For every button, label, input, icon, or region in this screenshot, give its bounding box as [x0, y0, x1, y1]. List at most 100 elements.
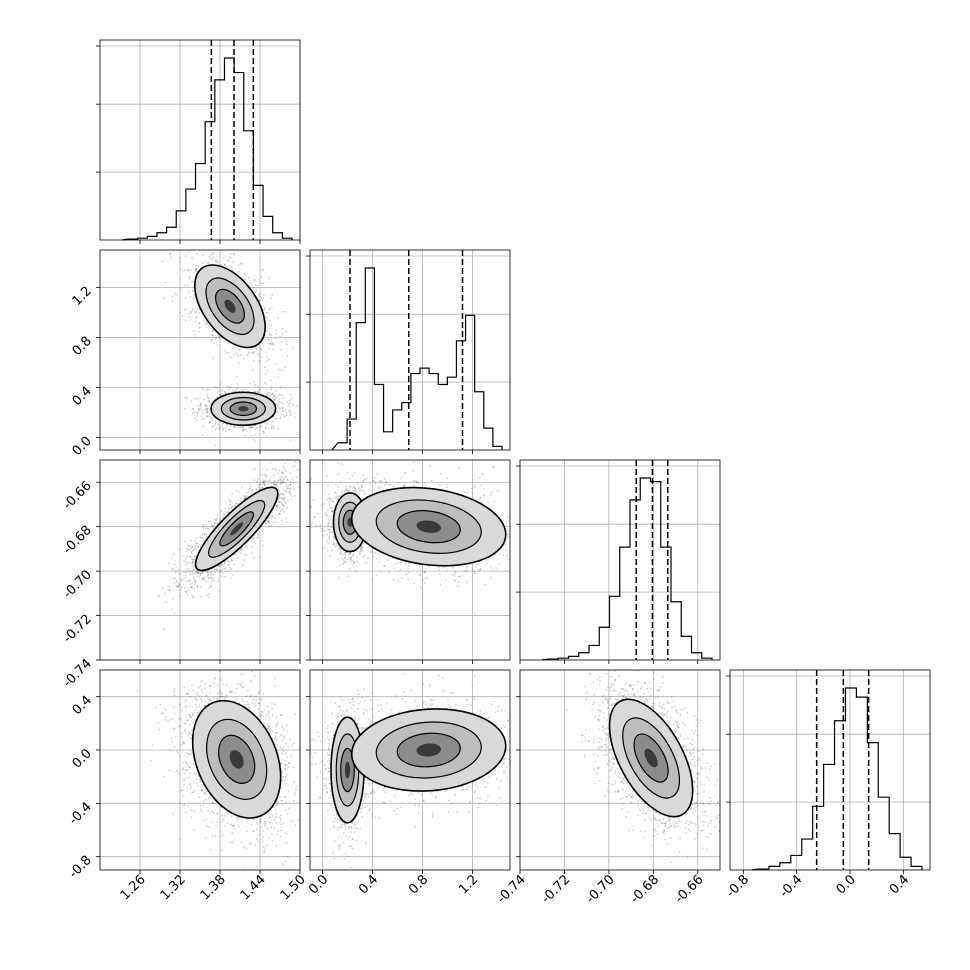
- scatter-point: [320, 527, 323, 530]
- scatter-point: [248, 276, 250, 279]
- scatter-point: [194, 220, 196, 222]
- scatter-point: [278, 393, 281, 396]
- scatter-point: [337, 473, 340, 475]
- scatter-point: [271, 342, 274, 344]
- scatter-point: [273, 394, 276, 397]
- scatter-point: [219, 394, 221, 397]
- scatter-point: [189, 561, 192, 564]
- scatter-point: [216, 334, 219, 337]
- scatter-point: [177, 585, 179, 587]
- scatter-point: [261, 486, 264, 489]
- scatter-point: [250, 545, 253, 548]
- scatter-point: [265, 329, 268, 332]
- scatter-point: [212, 573, 215, 576]
- scatter-point: [218, 344, 220, 347]
- scatter-point: [254, 383, 257, 386]
- scatter-point: [178, 582, 180, 585]
- scatter-point: [217, 390, 220, 393]
- scatter-point: [209, 413, 211, 415]
- scatter-point: [255, 234, 257, 236]
- scatter-point: [195, 542, 198, 545]
- scatter-point: [270, 515, 273, 518]
- scatter-point: [198, 216, 200, 218]
- scatter-point: [169, 252, 172, 255]
- scatter-point: [279, 476, 282, 479]
- scatter-point: [252, 351, 255, 354]
- scatter-point: [192, 407, 195, 410]
- scatter-point: [184, 396, 187, 399]
- scatter-point: [211, 335, 214, 337]
- scatter-point: [267, 521, 270, 524]
- scatter-point: [274, 398, 277, 401]
- scatter-point: [267, 520, 270, 523]
- scatter-point: [208, 401, 211, 404]
- scatter-point: [285, 411, 288, 414]
- scatter-point: [257, 391, 260, 394]
- scatter-point: [214, 259, 217, 262]
- scatter-point: [328, 542, 331, 545]
- scatter-point: [218, 335, 221, 338]
- scatter-point: [186, 268, 189, 271]
- scatter-point: [177, 589, 180, 592]
- scatter-point: [234, 390, 237, 392]
- scatter-point: [177, 569, 180, 571]
- scatter-point: [257, 389, 259, 392]
- scatter-point: [197, 407, 200, 410]
- scatter-point: [352, 559, 355, 562]
- scatter-point: [316, 513, 319, 515]
- scatter-point: [295, 404, 298, 407]
- scatter-point: [211, 417, 214, 419]
- scatter-point: [213, 385, 216, 388]
- scatter-point: [271, 397, 274, 399]
- scatter-point: [196, 264, 199, 267]
- scatter-point: [214, 422, 217, 425]
- scatter-point: [270, 340, 273, 343]
- scatter-point: [256, 536, 259, 539]
- scatter-point: [261, 533, 264, 535]
- scatter-point: [274, 483, 276, 486]
- scatter-point: [206, 575, 209, 578]
- scatter-point: [284, 408, 287, 410]
- scatter-point: [187, 548, 190, 551]
- scatter-point: [219, 426, 222, 428]
- scatter-point: [282, 511, 285, 513]
- scatter-point: [272, 398, 275, 401]
- scatter-point: [259, 296, 262, 299]
- scatter-point: [289, 488, 292, 491]
- scatter-point: [336, 544, 338, 546]
- marginal-panel-2: [516, 459, 721, 664]
- scatter-point: [237, 355, 240, 358]
- scatter-point: [281, 310, 284, 313]
- scatter-point: [270, 324, 273, 327]
- axes-frame: [309, 249, 511, 451]
- scatter-point: [221, 562, 223, 565]
- scatter-point: [207, 570, 209, 573]
- scatter-point: [226, 342, 229, 345]
- scatter-point: [233, 563, 236, 566]
- scatter-point: [257, 486, 260, 489]
- scatter-point: [211, 426, 213, 429]
- scatter-point: [243, 434, 246, 437]
- scatter-point: [275, 509, 278, 512]
- scatter-point: [188, 277, 191, 280]
- scatter-point: [283, 496, 286, 499]
- scatter-point: [273, 480, 275, 483]
- scatter-point: [208, 422, 211, 425]
- scatter-point: [283, 477, 286, 480]
- scatter-point: [229, 501, 232, 504]
- scatter-point: [187, 284, 190, 287]
- scatter-point: [282, 478, 285, 480]
- scatter-point: [196, 397, 198, 400]
- scatter-point: [233, 504, 235, 506]
- scatter-point: [269, 525, 272, 528]
- scatter-point: [240, 549, 243, 551]
- scatter-point: [205, 533, 208, 536]
- scatter-point: [191, 412, 194, 415]
- scatter-point: [268, 320, 271, 323]
- scatter-point: [236, 383, 239, 385]
- scatter-point: [258, 483, 261, 486]
- scatter-point: [452, 572, 455, 575]
- scatter-point: [227, 351, 230, 354]
- scatter-point: [220, 389, 222, 392]
- scatter-point: [191, 560, 194, 563]
